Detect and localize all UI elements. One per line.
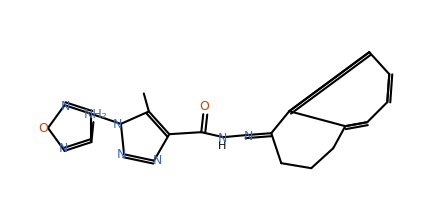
Text: N: N (218, 132, 227, 145)
Text: N: N (244, 130, 253, 143)
Text: O: O (199, 100, 209, 113)
Text: N: N (113, 118, 123, 131)
Text: N: N (116, 148, 126, 161)
Text: NH₂: NH₂ (83, 108, 107, 121)
Text: N: N (59, 142, 68, 155)
Text: N: N (153, 154, 162, 167)
Text: N: N (61, 100, 70, 113)
Text: O: O (38, 122, 48, 134)
Text: H: H (218, 141, 227, 151)
